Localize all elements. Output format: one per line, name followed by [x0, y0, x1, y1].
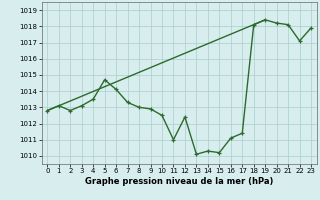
X-axis label: Graphe pression niveau de la mer (hPa): Graphe pression niveau de la mer (hPa) — [85, 177, 273, 186]
